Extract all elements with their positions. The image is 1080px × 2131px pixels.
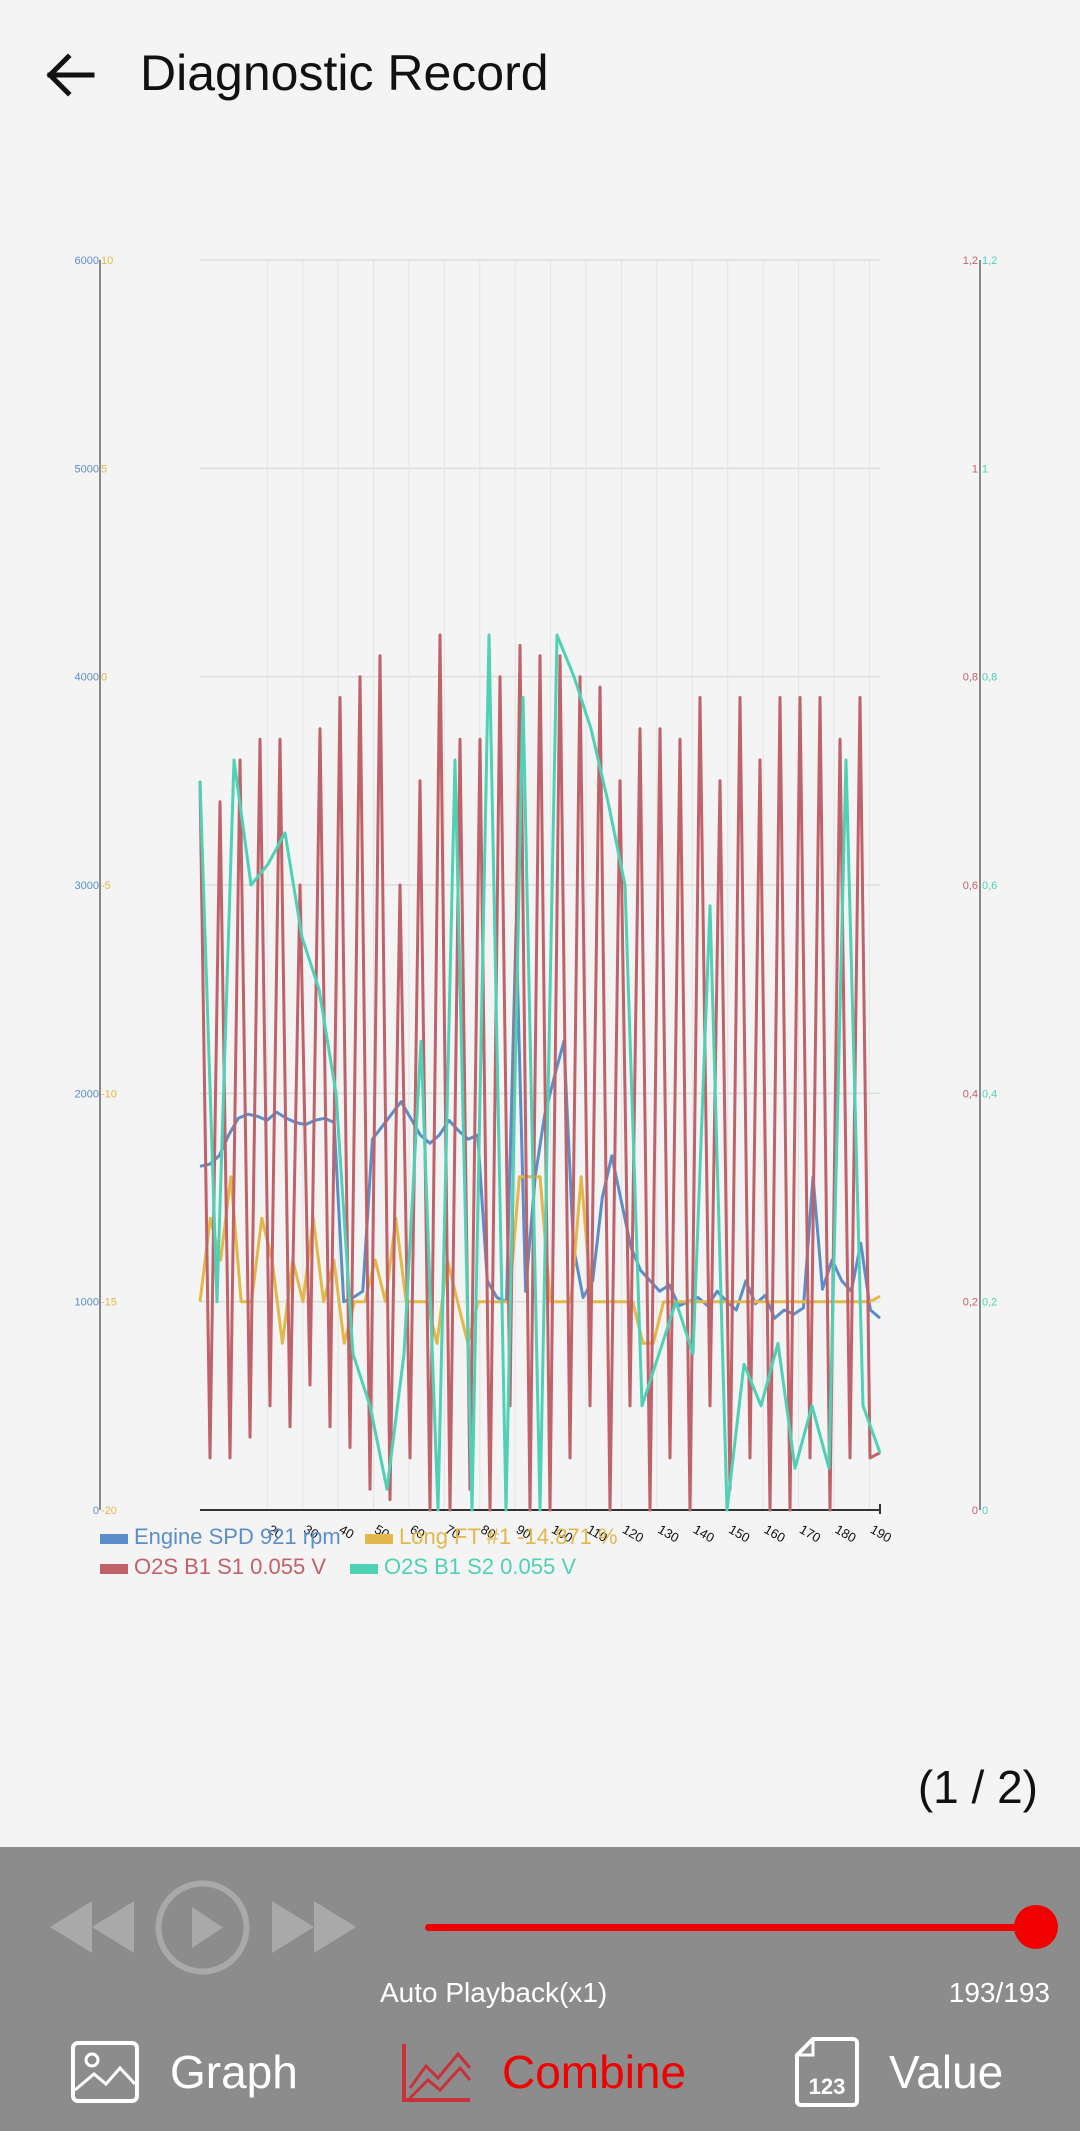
rewind-icon[interactable] — [50, 1897, 135, 1957]
x-tick-label: 40 — [337, 1522, 357, 1542]
playback-speed-label: Auto Playback(x1) — [380, 1977, 608, 2008]
left-axis1-tick-label: 4000 — [75, 672, 99, 684]
arrow-left-icon[interactable] — [40, 45, 100, 105]
x-tick-label: 120 — [620, 1522, 646, 1546]
series-line-1 — [198, 1175, 881, 1345]
app-header: Diagnostic Record — [0, 0, 1080, 150]
frame-counter: 193/193 — [948, 1977, 1050, 2008]
page-title: Diagnostic Record — [140, 45, 549, 101]
line-chart-icon — [402, 2044, 472, 2102]
legend-swatch — [100, 1564, 128, 1574]
x-tick-label: 90 — [514, 1522, 534, 1542]
x-tick-label: 80 — [478, 1522, 498, 1542]
left-axis2-tick-label: 5 — [101, 463, 107, 475]
right-axis2-tick-label: 1 — [982, 463, 988, 475]
legend-swatch — [350, 1564, 378, 1574]
legend-label: Long FT #1 -14.871 % — [399, 1524, 618, 1549]
play-icon[interactable] — [155, 1880, 250, 1975]
right-axis2-tick-label: 0,6 — [982, 880, 997, 892]
legend-swatch — [100, 1534, 128, 1544]
left-axis2-tick-label: -5 — [101, 880, 111, 892]
left-axis1-tick-label: 5000 — [75, 463, 99, 475]
left-axis1-tick-label: 2000 — [75, 1088, 99, 1100]
x-tick-label: 30 — [301, 1522, 321, 1542]
playback-controls: Auto Playback(x1) 193/193 Graph Combine … — [0, 1847, 1080, 2131]
svg-text:123: 123 — [809, 2074, 846, 2099]
series-line-2 — [198, 633, 881, 1512]
left-axis2-tick-label: -20 — [101, 1505, 117, 1517]
right-axis1-tick-label: 0,8 — [963, 672, 978, 684]
legend-label: O2S B1 S2 0.055 V — [384, 1554, 576, 1579]
left-axis1-tick-label: 0 — [93, 1505, 99, 1517]
left-axis1-tick-label: 1000 — [75, 1297, 99, 1309]
right-axis1-tick-label: 1,2 — [963, 255, 978, 267]
right-axis1-tick-label: 0,6 — [963, 880, 978, 892]
tab-value-label: Value — [889, 2046, 1004, 2098]
legend-swatch — [365, 1534, 393, 1544]
playback-slider[interactable] — [425, 1924, 1035, 1931]
x-tick-label: 180 — [832, 1522, 858, 1546]
x-tick-label: 160 — [762, 1522, 788, 1546]
right-axis2-tick-label: 0 — [982, 1505, 988, 1517]
fast-forward-icon[interactable] — [272, 1897, 357, 1957]
tab-combine-label: Combine — [502, 2046, 687, 2098]
right-axis2-tick-label: 0,8 — [982, 672, 997, 684]
x-tick-label: 140 — [691, 1522, 717, 1546]
image-icon — [71, 2041, 139, 2103]
x-tick-label: 170 — [797, 1522, 823, 1546]
right-axis1-tick-label: 0,4 — [963, 1088, 978, 1100]
x-tick-label: 190 — [868, 1522, 894, 1546]
right-axis1-tick-label: 0,2 — [963, 1297, 978, 1309]
legend-label: Engine SPD 921 rpm — [134, 1524, 341, 1549]
x-tick-label: 60 — [407, 1522, 427, 1542]
page-indicator: (1 / 2) — [917, 1761, 1038, 1813]
legend-label: O2S B1 S1 0.055 V — [134, 1554, 326, 1579]
x-tick-label: 70 — [443, 1522, 463, 1542]
left-axis2-tick-label: -15 — [101, 1297, 117, 1309]
playback-slider-handle[interactable] — [1014, 1905, 1058, 1949]
left-axis1-tick-label: 6000 — [75, 255, 99, 267]
tab-graph[interactable]: Graph — [70, 2027, 298, 2117]
right-axis2-tick-label: 1,2 — [982, 255, 997, 267]
x-tick-label: 150 — [726, 1522, 752, 1546]
combined-chart: 20 30 40 50 60 70 80 90 100 110 120 130 140 150 160 170… — [0, 230, 1080, 1630]
chart-svg: 20 30 40 50 60 70 80 90 100 110 120 130 140 150 160 170… — [75, 255, 998, 1579]
left-axis2-tick-label: 0 — [101, 672, 107, 684]
left-axis2-tick-label: -10 — [101, 1088, 117, 1100]
left-axis2-tick-label: 10 — [101, 255, 113, 267]
x-tick-label: 130 — [655, 1522, 681, 1546]
right-axis2-tick-label: 0,4 — [982, 1088, 997, 1100]
right-axis1-tick-label: 0 — [972, 1505, 978, 1517]
series-line-3 — [198, 633, 882, 1512]
number-file-icon: 123 — [795, 2037, 859, 2107]
right-axis2-tick-label: 0,2 — [982, 1297, 997, 1309]
tab-value[interactable]: 123 Value — [795, 2027, 1003, 2117]
right-axis1-tick-label: 1 — [972, 463, 978, 475]
tab-combine[interactable]: Combine — [400, 2027, 686, 2117]
x-tick-label: 20 — [266, 1522, 286, 1542]
tab-graph-label: Graph — [170, 2046, 298, 2098]
left-axis1-tick-label: 3000 — [75, 880, 99, 892]
